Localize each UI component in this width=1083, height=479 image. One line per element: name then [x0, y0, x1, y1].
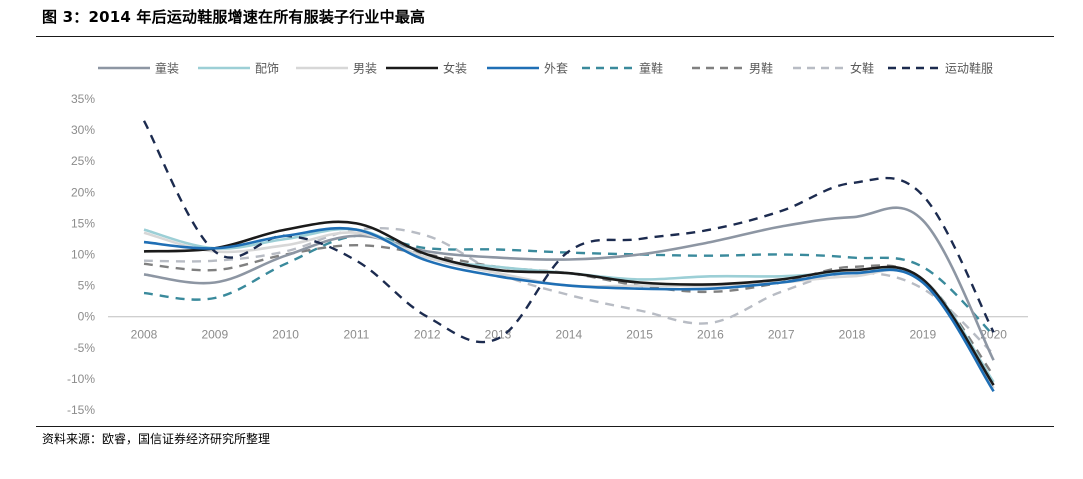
title-rule	[36, 36, 1054, 37]
x-tick-label: 2019	[909, 328, 936, 342]
y-tick-label: -5%	[74, 341, 96, 355]
legend-label: 童鞋	[639, 61, 663, 76]
series-line-9	[142, 120, 995, 344]
source-rule	[36, 426, 1054, 427]
legend-label: 男鞋	[749, 61, 773, 76]
series-line-4	[143, 220, 995, 386]
legend-label: 外套	[544, 62, 568, 76]
x-tick-label: 2016	[697, 328, 724, 342]
x-tick-label: 2020	[980, 328, 1007, 342]
legend-label: 运动鞋服	[945, 61, 993, 76]
x-tick-label: 2012	[414, 328, 441, 342]
legend-label: 配饰	[255, 62, 279, 76]
y-tick-label: -15%	[67, 403, 95, 417]
x-tick-label: 2010	[272, 328, 299, 342]
y-axis: 35% 30% 25% 20% 15% 10% 5% 0% -5% -10% -15%	[67, 92, 95, 417]
x-tick-label: 2017	[768, 328, 795, 342]
legend-label: 男装	[353, 62, 377, 76]
x-tick-label: 2009	[201, 328, 228, 342]
x-tick-label: 2008	[131, 328, 158, 342]
y-tick-label: 35%	[71, 92, 95, 106]
legend-label: 女装	[443, 61, 467, 76]
series-lines	[142, 120, 995, 393]
x-tick-label: 2014	[555, 328, 582, 342]
y-tick-label: -10%	[67, 372, 95, 386]
x-tick-label: 2013	[485, 328, 512, 342]
series-line-1	[143, 206, 995, 361]
y-tick-label: 30%	[71, 123, 95, 137]
y-tick-label: 0%	[78, 310, 96, 324]
x-axis: 2008 2009 2010 2011 2012 2013 2014 2015 2016 2017…	[108, 316, 1028, 342]
y-tick-label: 20%	[71, 185, 95, 199]
x-tick-label: 2011	[343, 328, 369, 342]
legend-label: 女鞋	[850, 61, 874, 76]
series-line-3	[143, 231, 995, 389]
y-tick-label: 10%	[71, 248, 95, 262]
source-note: 资料来源：欧睿，国信证券经济研究所整理	[42, 432, 271, 446]
x-tick-label: 2015	[626, 328, 653, 342]
series-line-7	[143, 243, 995, 377]
legend-label: 童装	[155, 61, 179, 76]
series-line-5	[143, 226, 995, 393]
legend: 童装 配饰 男装 女装 外套 童鞋 男鞋 女鞋 运动鞋服	[98, 61, 993, 76]
y-tick-label: 25%	[71, 154, 95, 168]
y-tick-label: 15%	[71, 216, 95, 230]
x-tick-label: 2018	[839, 328, 866, 342]
figure-title: 图 3：2014 年后运动鞋服增速在所有服装子行业中最高	[42, 8, 426, 26]
y-tick-label: 5%	[78, 279, 96, 293]
